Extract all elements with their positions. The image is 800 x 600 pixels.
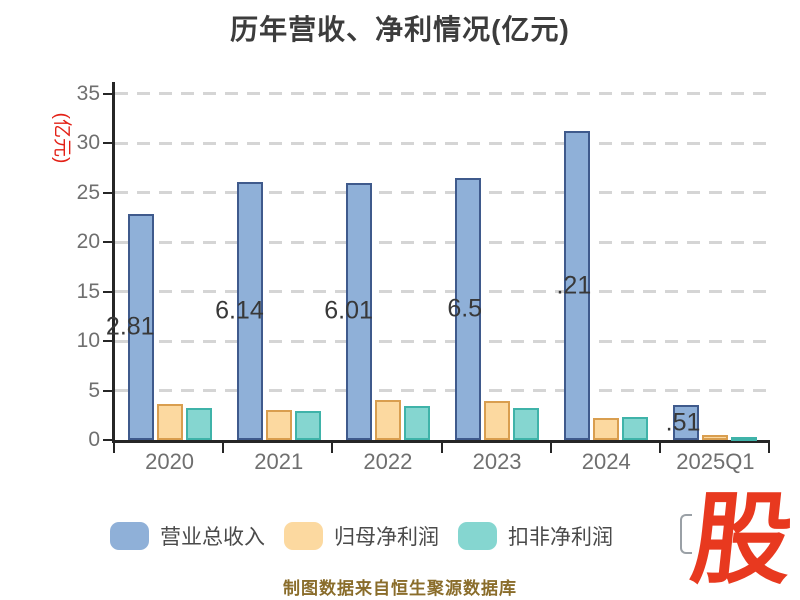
gridline-15: [115, 290, 770, 293]
bar-2023-series0: [455, 177, 482, 440]
bar-2020-series1: [156, 404, 183, 440]
y-tick-0: [103, 439, 113, 441]
legend-label-revenue: 营业总收入: [160, 526, 265, 549]
x-tick-label-2023: 2023: [472, 449, 522, 474]
bar-2021-series0: [236, 181, 263, 440]
gridline-25: [115, 191, 770, 194]
gridline-35: [115, 92, 770, 95]
y-tick-15: [103, 290, 113, 293]
x-tick-1: [222, 443, 225, 453]
x-tick-3: [440, 443, 443, 453]
bar-2020-series0: [127, 214, 154, 440]
bar-value-label-2025Q1: .51: [665, 408, 701, 437]
legend-swatch-non-gaap-profit: [458, 522, 497, 550]
x-tick-label-2020: 2020: [145, 449, 195, 474]
bar-2025Q1-series1: [702, 435, 729, 440]
y-tick-30: [103, 142, 113, 144]
bar-2022-series1: [374, 400, 401, 440]
bar-2023-series2: [513, 408, 540, 440]
x-tick-2: [331, 443, 334, 453]
x-axis-line: [112, 440, 770, 443]
legend-label-net-profit: 归母净利润: [334, 526, 439, 549]
legend: 营业总收入 归母净利润 扣非净利润: [110, 520, 613, 552]
bar-2025Q1-series0: [673, 405, 700, 440]
legend-item-revenue: 营业总收入: [110, 521, 265, 551]
legend-label-non-gaap-profit: 扣非净利润: [508, 526, 613, 549]
bar-2021-series2: [294, 411, 321, 440]
y-tick-35: [103, 92, 113, 95]
y-tick-label-35: 35: [76, 81, 100, 105]
y-tick-5: [103, 389, 113, 392]
y-axis-line: [112, 82, 115, 443]
bar-2025Q1-series2: [731, 436, 758, 441]
y-tick-label-25: 25: [76, 180, 100, 204]
bar-2022-series2: [403, 406, 430, 440]
x-tick-4: [549, 443, 552, 453]
x-tick-label-2024: 2024: [581, 449, 631, 474]
logo-accent-bracket: [680, 514, 692, 554]
data-source-caption: 制图数据来自恒生聚源数据库: [283, 579, 517, 598]
bar-2021-series1: [265, 410, 292, 440]
x-tick-5: [658, 443, 661, 453]
y-tick-label-10: 10: [76, 329, 100, 352]
y-tick-10: [103, 340, 113, 342]
gridline-10: [115, 339, 770, 343]
legend-swatch-net-profit: [284, 522, 323, 550]
bar-value-label-2020: 2.81: [105, 312, 155, 341]
y-tick-label-20: 20: [76, 230, 100, 253]
chart-title: 历年营收、净利情况(亿元): [230, 14, 570, 45]
bar-2024-series2: [622, 417, 649, 440]
bar-value-label-2024: .21: [556, 271, 592, 300]
bar-value-label-2023: 6.5: [447, 294, 483, 323]
y-tick-label-5: 5: [88, 378, 100, 402]
y-tick-20: [103, 241, 113, 243]
gridline-30: [115, 141, 770, 145]
gridline-20: [115, 240, 770, 244]
legend-item-non-gaap-profit: 扣非净利润: [458, 521, 613, 551]
x-tick-label-2021: 2021: [254, 449, 304, 474]
x-tick-0: [113, 443, 115, 453]
y-tick-label-30: 30: [76, 131, 100, 154]
bar-2022-series0: [345, 182, 372, 440]
bar-2020-series2: [185, 408, 212, 440]
x-tick-label-2025Q1: 2025Q1: [676, 449, 755, 474]
legend-item-net-profit: 归母净利润: [284, 521, 439, 551]
gridline-5: [115, 389, 770, 392]
bar-2023-series1: [484, 401, 511, 440]
y-tick-label-0: 0: [88, 428, 100, 451]
y-tick-label-15: 15: [76, 279, 100, 303]
x-tick-label-2022: 2022: [363, 449, 413, 474]
bar-2024-series0: [564, 131, 591, 440]
x-tick-6: [768, 443, 770, 453]
bar-value-label-2022: 6.01: [324, 296, 373, 325]
legend-swatch-revenue: [110, 522, 149, 550]
bar-2024-series1: [593, 418, 620, 440]
y-tick-25: [103, 191, 113, 194]
bar-value-label-2021: 6.14: [215, 296, 264, 325]
